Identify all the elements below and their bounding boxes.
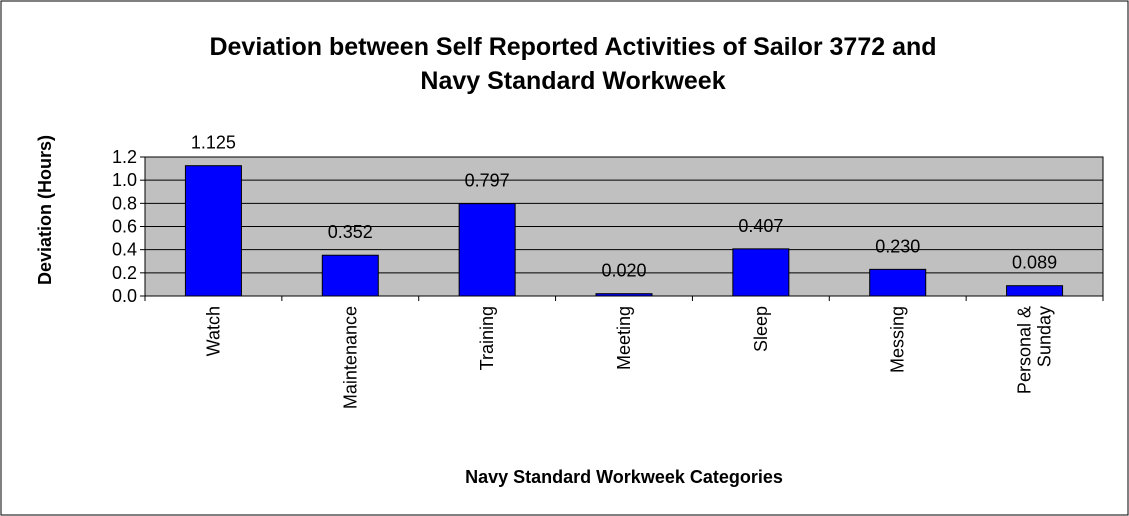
data-label: 0.797 xyxy=(465,171,510,191)
x-tick-label-line: Meeting xyxy=(614,306,634,370)
y-tick-label: 0.4 xyxy=(112,240,137,260)
bar xyxy=(321,254,379,297)
x-tick-label: Messing xyxy=(888,306,908,373)
bar xyxy=(732,248,790,297)
x-tick-label: Meeting xyxy=(614,306,634,370)
x-axis-labels: Watch Maintenance Training Meeting Sleep Mess… xyxy=(144,295,1104,409)
y-tick-label: 1.2 xyxy=(112,147,137,167)
chart-title-line-1: Deviation between Self Reported Activiti… xyxy=(209,33,936,61)
x-axis-title: Navy Standard Workweek Categories xyxy=(465,467,783,487)
x-tick-label-line: Personal & xyxy=(1015,306,1035,394)
y-tick-label: 0.8 xyxy=(112,193,137,213)
bar xyxy=(1006,285,1064,297)
bar xyxy=(458,203,516,297)
x-tick-label-line: Sunday xyxy=(1035,306,1055,367)
x-tick-label-line: Sleep xyxy=(751,306,771,352)
data-label: 0.020 xyxy=(601,261,646,281)
bar xyxy=(184,165,242,297)
y-tick-label: 0.2 xyxy=(112,263,137,283)
data-label: 0.230 xyxy=(875,236,920,256)
x-tick-label: Maintenance xyxy=(340,306,360,409)
x-tick-label-line: Messing xyxy=(888,306,908,373)
data-label: 1.125 xyxy=(191,133,236,153)
x-tick-label-line: Maintenance xyxy=(340,306,360,409)
x-tick-label-line: Watch xyxy=(203,306,223,356)
x-tick-label: Personal & Sunday xyxy=(1015,306,1055,394)
data-label: 0.352 xyxy=(328,222,373,242)
y-tick-label: 1.0 xyxy=(112,170,137,190)
x-tick-label-line: Training xyxy=(477,306,497,370)
y-axis-ticks: 0.0 0.2 0.4 0.6 0.8 1.0 1.2 xyxy=(112,147,146,306)
y-tick-label: 0.6 xyxy=(112,217,137,237)
gridlines xyxy=(145,156,1103,274)
x-tick-label: Sleep xyxy=(751,306,771,352)
bars xyxy=(184,165,1064,297)
bar xyxy=(869,268,927,297)
data-labels: 1.125 0.352 0.797 0.020 0.407 0.230 0.089 xyxy=(191,133,1057,281)
data-label: 0.407 xyxy=(738,216,783,236)
y-axis-title: Deviation (Hours) xyxy=(35,135,55,285)
data-label: 0.089 xyxy=(1012,253,1057,273)
y-tick-label: 0.0 xyxy=(112,286,137,306)
x-tick-label: Training xyxy=(477,306,497,370)
x-tick-label: Watch xyxy=(203,306,223,356)
chart-title-line-2: Navy Standard Workweek xyxy=(420,67,725,95)
